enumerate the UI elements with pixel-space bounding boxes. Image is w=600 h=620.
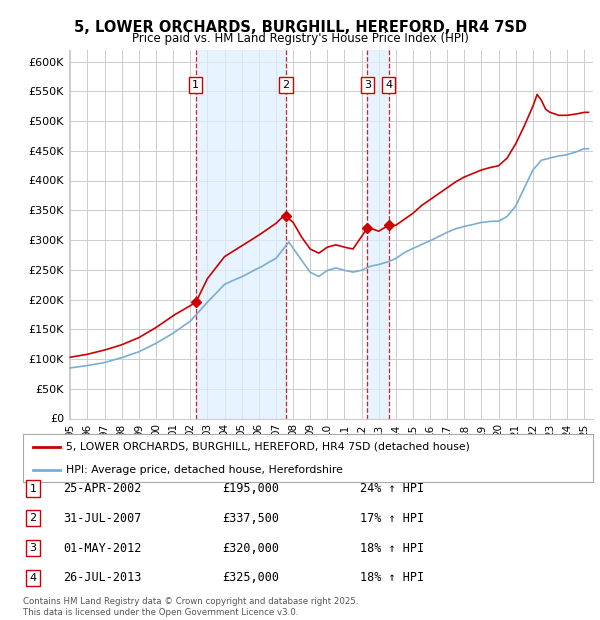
Text: Contains HM Land Registry data © Crown copyright and database right 2025.
This d: Contains HM Land Registry data © Crown c… — [23, 598, 358, 617]
Text: 5, LOWER ORCHARDS, BURGHILL, HEREFORD, HR4 7SD (detached house): 5, LOWER ORCHARDS, BURGHILL, HEREFORD, H… — [65, 441, 469, 451]
Text: 24% ↑ HPI: 24% ↑ HPI — [360, 482, 424, 495]
Text: 2: 2 — [282, 81, 289, 91]
Text: 01-MAY-2012: 01-MAY-2012 — [63, 542, 142, 554]
Text: 3: 3 — [29, 543, 37, 553]
Text: £195,000: £195,000 — [222, 482, 279, 495]
Text: 26-JUL-2013: 26-JUL-2013 — [63, 572, 142, 584]
Text: 17% ↑ HPI: 17% ↑ HPI — [360, 512, 424, 525]
Text: £325,000: £325,000 — [222, 572, 279, 584]
Bar — [367, 50, 389, 419]
Text: 4: 4 — [29, 573, 37, 583]
Text: 5, LOWER ORCHARDS, BURGHILL, HEREFORD, HR4 7SD: 5, LOWER ORCHARDS, BURGHILL, HEREFORD, H… — [74, 20, 527, 35]
Text: £320,000: £320,000 — [222, 542, 279, 554]
Text: 2: 2 — [29, 513, 37, 523]
Text: 25-APR-2002: 25-APR-2002 — [63, 482, 142, 495]
Text: £337,500: £337,500 — [222, 512, 279, 525]
Text: 18% ↑ HPI: 18% ↑ HPI — [360, 572, 424, 584]
Text: 4: 4 — [385, 81, 392, 91]
Text: 1: 1 — [192, 81, 199, 91]
Text: 31-JUL-2007: 31-JUL-2007 — [63, 512, 142, 525]
Text: 3: 3 — [364, 81, 371, 91]
Text: 18% ↑ HPI: 18% ↑ HPI — [360, 542, 424, 554]
Text: Price paid vs. HM Land Registry's House Price Index (HPI): Price paid vs. HM Land Registry's House … — [131, 32, 469, 45]
Text: 1: 1 — [29, 484, 37, 494]
Text: HPI: Average price, detached house, Herefordshire: HPI: Average price, detached house, Here… — [65, 465, 343, 475]
Bar — [196, 50, 286, 419]
